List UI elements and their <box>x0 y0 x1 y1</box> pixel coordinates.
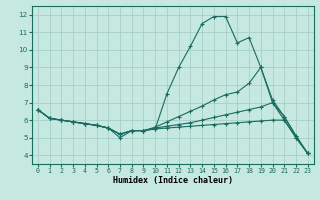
X-axis label: Humidex (Indice chaleur): Humidex (Indice chaleur) <box>113 176 233 185</box>
